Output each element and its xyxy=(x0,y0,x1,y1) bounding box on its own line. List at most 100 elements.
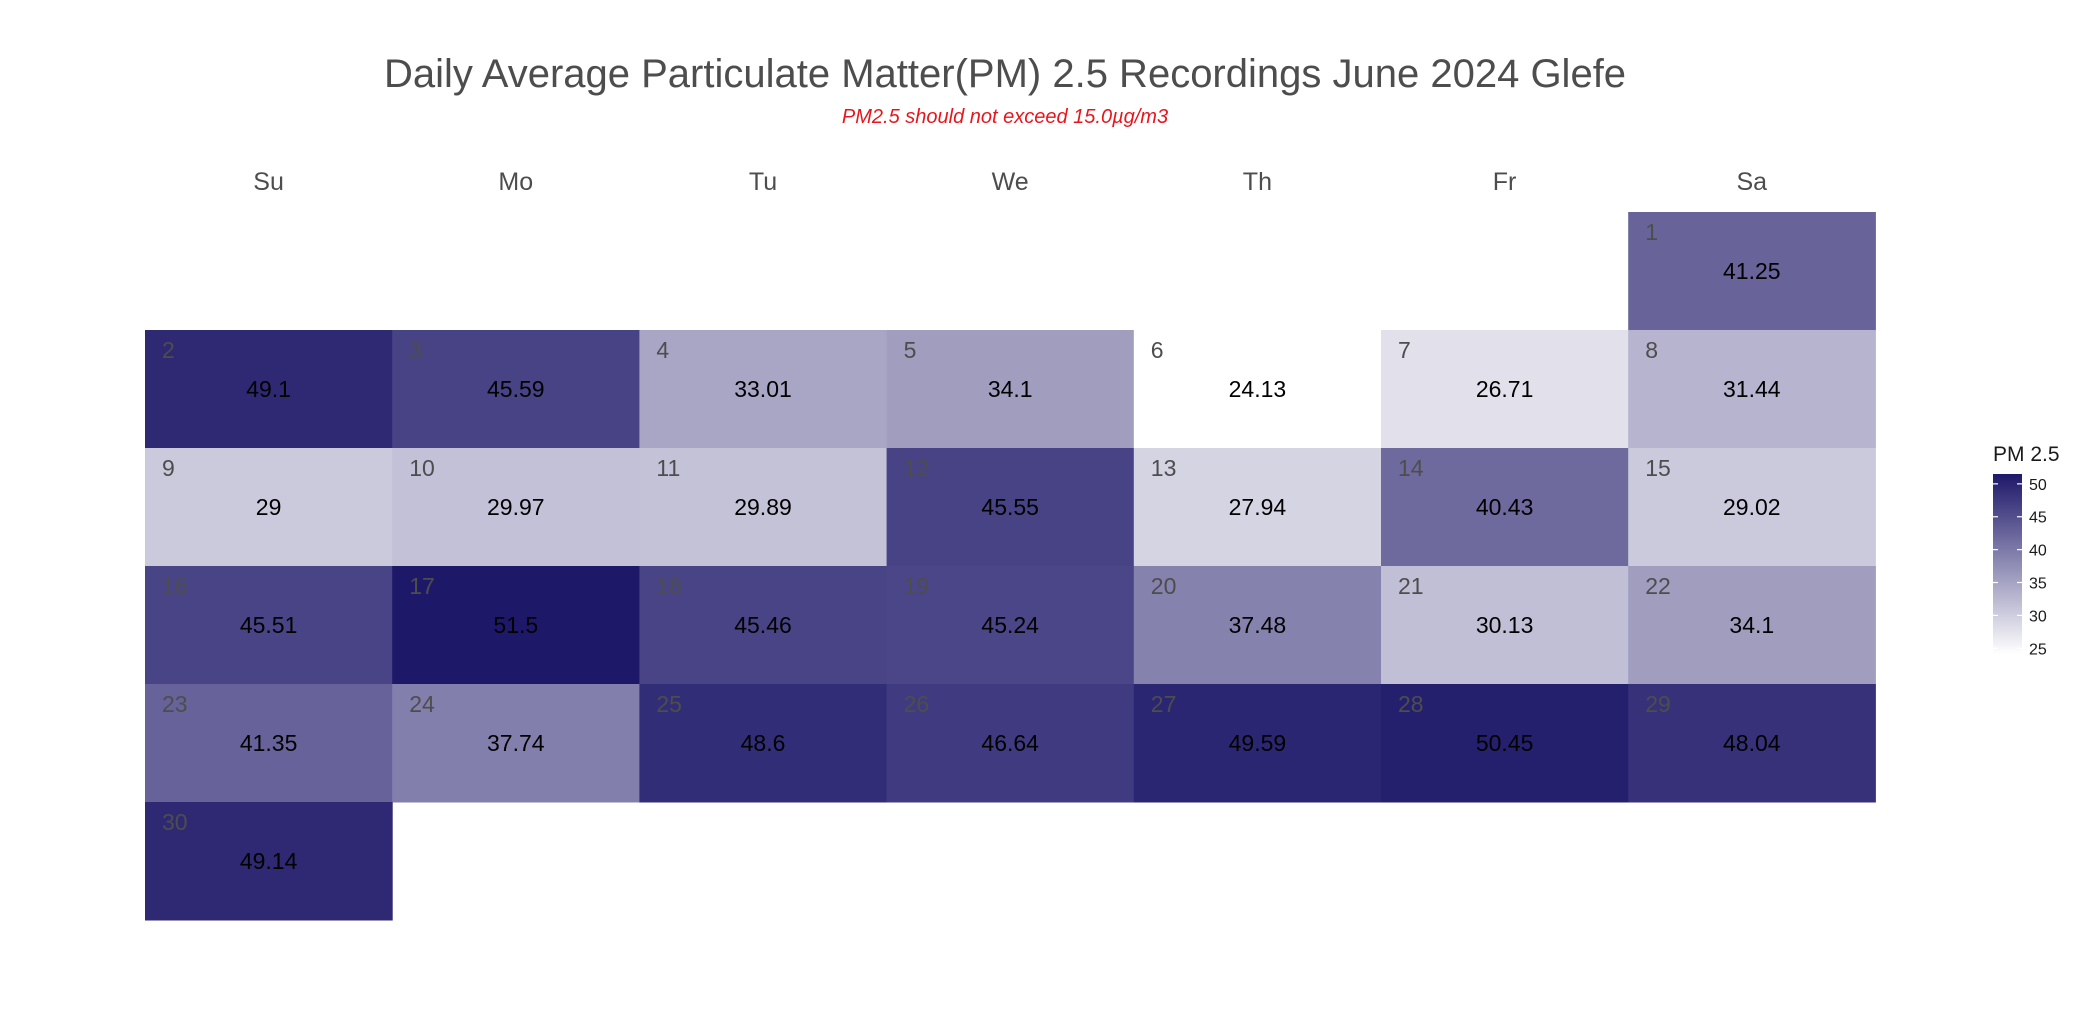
chart-title: Daily Average Particulate Matter(PM) 2.5… xyxy=(384,52,1626,96)
day-number: 3 xyxy=(409,337,422,363)
day-cell-fill xyxy=(639,330,888,449)
day-number: 22 xyxy=(1645,573,1671,599)
day-cell-fill xyxy=(145,802,393,921)
day-value-label: 37.48 xyxy=(1229,612,1287,638)
day-value-label: 29.89 xyxy=(734,494,792,520)
weekday-label-mo: Mo xyxy=(498,168,533,196)
day-cell-fill xyxy=(145,566,393,685)
day-number: 24 xyxy=(409,691,435,717)
day-value-label: 45.55 xyxy=(981,494,1039,520)
weekday-label-su: Su xyxy=(253,168,284,196)
day-value-label: 45.46 xyxy=(734,612,792,638)
day-cell: 11 29.89 xyxy=(639,448,888,567)
day-cell-fill xyxy=(1628,330,1876,449)
day-number: 8 xyxy=(1645,337,1658,363)
day-cell-fill xyxy=(639,448,888,567)
day-cell: 726.71 xyxy=(1381,330,1629,449)
day-cell-fill xyxy=(392,448,640,567)
day-cell: 18 45.46 xyxy=(639,566,888,685)
weekday-label-sa: Sa xyxy=(1737,168,1768,196)
day-value-label: 48.6 xyxy=(741,730,786,756)
day-number: 19 xyxy=(904,573,930,599)
day-cell: 249.1 xyxy=(145,330,393,449)
day-cell: 13 27.94 xyxy=(1133,448,1382,567)
day-cell-fill xyxy=(392,566,640,685)
day-number: 15 xyxy=(1645,455,1671,481)
day-cell-fill xyxy=(145,684,393,803)
color-legend: PM 2.5 25 30 35 40 45 50 xyxy=(1993,443,2060,658)
day-cell-fill xyxy=(392,330,640,449)
day-value-label: 37.74 xyxy=(487,730,545,756)
day-number: 29 xyxy=(1645,691,1671,717)
day-number: 17 xyxy=(409,573,435,599)
day-value-label: 29.97 xyxy=(487,494,545,520)
day-number: 13 xyxy=(1151,455,1177,481)
day-value-label: 49.14 xyxy=(240,848,298,874)
day-cell: 21 30.13 xyxy=(1381,566,1629,685)
day-number: 26 xyxy=(904,691,930,717)
legend-tick-label: 30 xyxy=(2029,608,2047,625)
day-number: 6 xyxy=(1151,337,1164,363)
day-number: 7 xyxy=(1398,337,1411,363)
day-cell: 16 45.51 xyxy=(145,566,393,685)
weekday-header: Su Mo Tu We Th Fr Sa xyxy=(253,168,1767,196)
day-cell: 12 45.55 xyxy=(886,448,1135,567)
day-cell: 10 29.97 xyxy=(392,448,640,567)
day-cell: 29 48.04 xyxy=(1628,684,1876,803)
day-cell-fill xyxy=(145,448,393,567)
legend-tick-label: 50 xyxy=(2029,477,2047,494)
day-value-label: 29.02 xyxy=(1723,494,1781,520)
day-cell-fill xyxy=(1381,684,1629,803)
day-cell-fill xyxy=(1628,448,1876,567)
day-value-label: 27.94 xyxy=(1229,494,1287,520)
legend-title: PM 2.5 xyxy=(1993,443,2060,466)
day-cell: 28 50.45 xyxy=(1381,684,1629,803)
day-value-label: 24.13 xyxy=(1229,376,1287,402)
weekday-label-tu: Tu xyxy=(749,168,777,196)
day-value-label: 41.35 xyxy=(240,730,298,756)
day-number: 5 xyxy=(904,337,917,363)
day-cell-fill xyxy=(886,448,1135,567)
day-value-label: 33.01 xyxy=(734,376,792,402)
day-cell: 17 51.5 xyxy=(392,566,640,685)
day-cell-fill xyxy=(392,684,640,803)
legend-color-bar xyxy=(1993,474,2022,654)
day-cell-fill xyxy=(886,330,1135,449)
day-cell-fill xyxy=(1381,566,1629,685)
day-number: 16 xyxy=(162,573,188,599)
weekday-label-fr: Fr xyxy=(1493,168,1517,196)
day-value-label: 45.51 xyxy=(240,612,298,638)
day-number: 14 xyxy=(1398,455,1424,481)
day-number: 27 xyxy=(1151,691,1177,717)
legend-tick-label: 40 xyxy=(2029,543,2047,560)
day-number: 20 xyxy=(1151,573,1177,599)
day-value-label: 49.59 xyxy=(1229,730,1287,756)
day-number: 2 xyxy=(162,337,175,363)
day-cell: 23 41.35 xyxy=(145,684,393,803)
day-cell: 534.1 xyxy=(886,330,1135,449)
day-number: 11 xyxy=(656,455,680,481)
day-number: 25 xyxy=(656,691,682,717)
day-cell: 831.44 xyxy=(1628,330,1876,449)
legend-ticks: 25 30 35 40 45 50 xyxy=(1993,477,2047,658)
legend-tick-label: 45 xyxy=(2029,510,2047,527)
day-cell: 24 37.74 xyxy=(392,684,640,803)
weekday-label-we: We xyxy=(992,168,1029,196)
day-number: 23 xyxy=(162,691,188,717)
day-value-label: 30.13 xyxy=(1476,612,1534,638)
day-cell-fill xyxy=(1133,684,1382,803)
day-cell: 26 46.64 xyxy=(886,684,1135,803)
day-number: 30 xyxy=(162,809,188,835)
day-cell-fill xyxy=(886,684,1135,803)
day-number: 18 xyxy=(656,573,682,599)
day-cell-fill xyxy=(1628,566,1876,685)
day-number: 21 xyxy=(1398,573,1424,599)
day-cell-fill xyxy=(1628,212,1876,331)
day-value-label: 45.24 xyxy=(981,612,1039,638)
day-cell-fill xyxy=(1381,330,1629,449)
day-number: 12 xyxy=(904,455,930,481)
day-cell: 20 37.48 xyxy=(1133,566,1382,685)
day-cell-fill xyxy=(886,566,1135,685)
